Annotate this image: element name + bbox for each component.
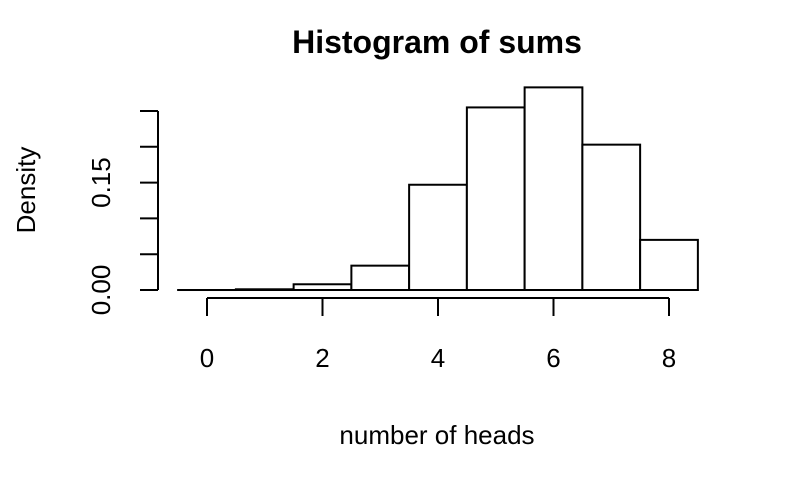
x-axis: 0 2 4 6 8 (200, 297, 676, 373)
histogram-bar-2 (292, 283, 353, 292)
y-tick-label-0: 0.00 (86, 265, 116, 316)
y-tick-label-3: 0.15 (86, 157, 116, 208)
chart-title: Histogram of sums (292, 24, 582, 60)
histogram-bar-6 (523, 86, 584, 292)
histogram-bar-8 (639, 238, 699, 292)
histogram-bar-4 (408, 183, 468, 291)
histogram-bar-3 (350, 264, 411, 292)
x-tick-label-4: 8 (662, 343, 676, 373)
bars-group (177, 86, 699, 292)
x-tick-label-0: 0 (200, 343, 214, 373)
histogram-bar-7 (581, 143, 642, 291)
x-tick-label-3: 6 (546, 343, 560, 373)
y-axis-label: Density (11, 147, 41, 234)
y-axis: 0.00 0.15 (86, 110, 159, 316)
x-tick-label-1: 2 (315, 343, 329, 373)
x-tick-label-2: 4 (431, 343, 445, 373)
histogram-bar-5 (465, 106, 526, 291)
histogram-bar-1 (234, 288, 295, 291)
x-axis-label: number of heads (339, 420, 534, 450)
